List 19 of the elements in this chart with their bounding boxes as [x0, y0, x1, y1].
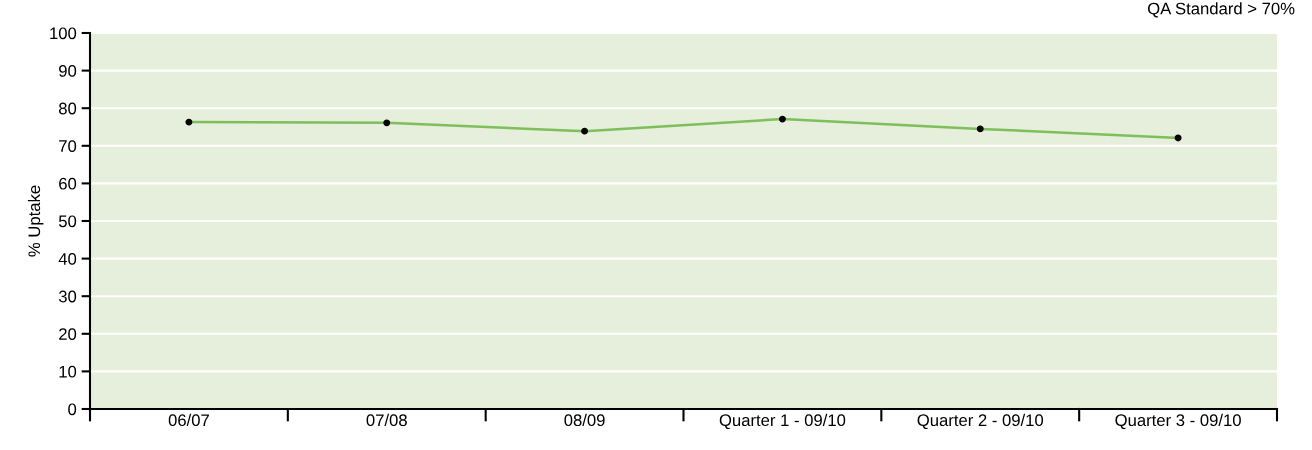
y-tick-label: 20	[59, 328, 77, 340]
y-tick-label: 60	[59, 177, 77, 190]
x-tick-label: 08/09	[564, 413, 605, 427]
y-tick-label: 40	[58, 253, 77, 265]
x-tick-label: Quarter 3 - 09/10	[1115, 413, 1241, 430]
y-tick-label: 70	[59, 140, 77, 152]
x-tick-label: 07/08	[366, 413, 407, 427]
x-tick-label: 06/07	[168, 413, 209, 427]
x-tick-label: Quarter 2 - 09/10	[917, 413, 1044, 430]
text: QA Standard > 70%	[1148, 2, 1295, 18]
y-tick-label: 100	[50, 27, 77, 40]
y-axis-title: % Uptake	[27, 185, 44, 257]
y-tick-label: 90	[59, 65, 77, 77]
y-tick-label: 50	[58, 215, 77, 228]
y-tick-label: 30	[58, 290, 77, 303]
y-tick-label: 80	[58, 102, 77, 115]
y-tick-label: 10	[59, 365, 77, 378]
x-tick-label: Quarter 1 - 09/10	[719, 413, 846, 430]
y-tick-label: 0	[68, 403, 77, 416]
